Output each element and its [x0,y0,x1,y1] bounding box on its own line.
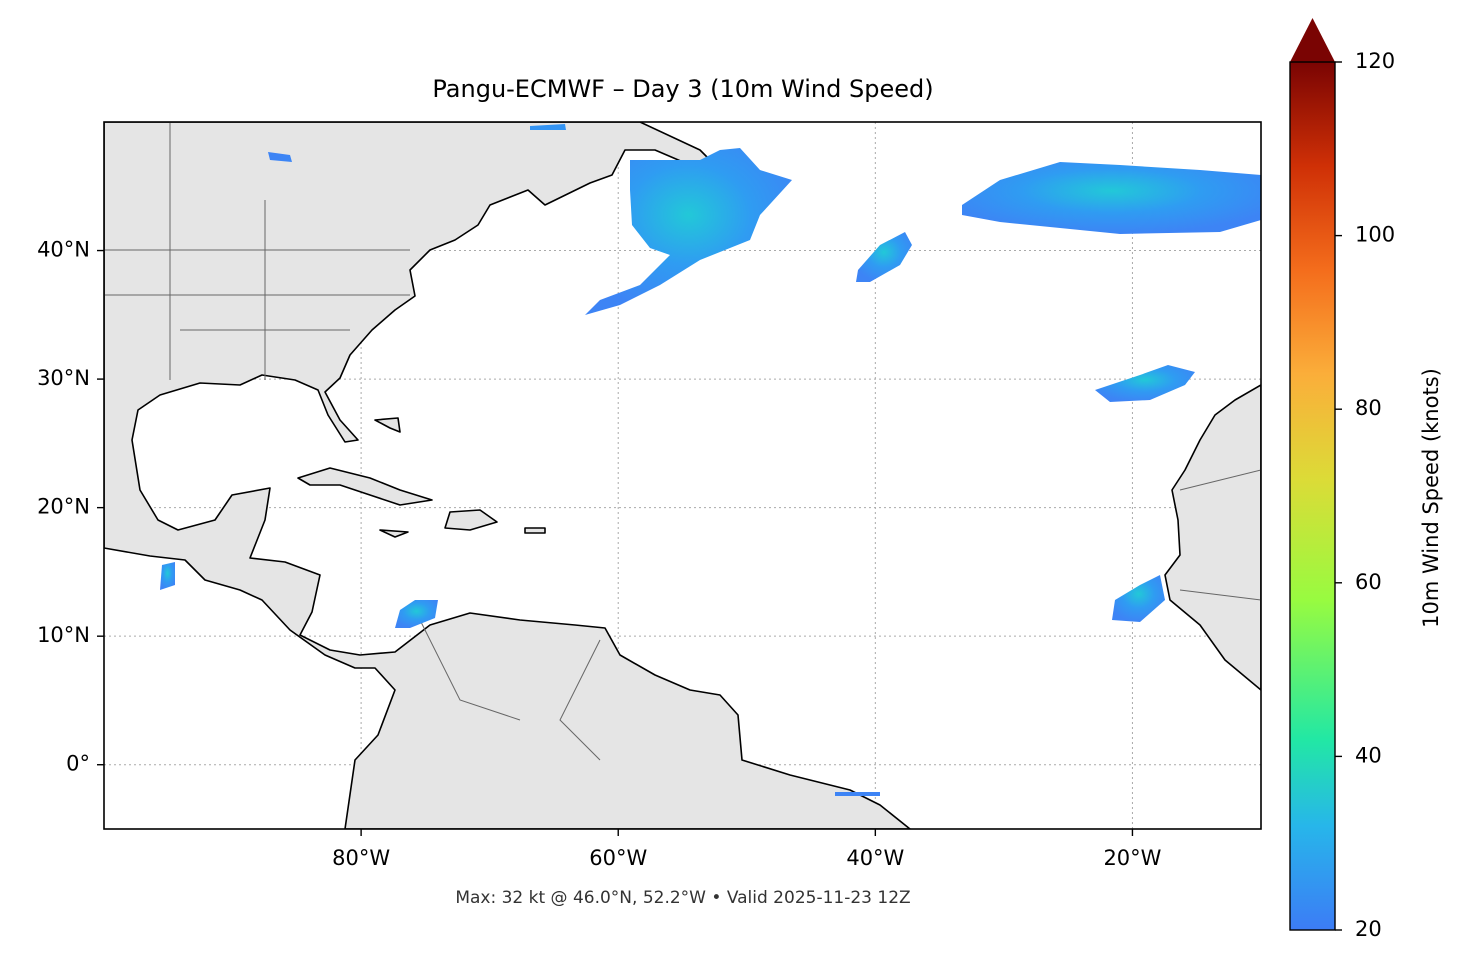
wind-area [1112,575,1165,622]
x-tick-label: 60°W [589,846,647,870]
land-layer [104,122,1261,829]
map-title: Pangu-ECMWF – Day 3 (10m Wind Speed) [432,75,933,103]
wind-field [160,124,1261,796]
wind-area [1095,365,1195,402]
y-tick-label: 30°N [37,366,90,390]
x-tick-label: 20°W [1103,846,1161,870]
wind-area [962,162,1261,234]
bahamas [374,417,401,433]
colorbar-tick-label: 40 [1355,743,1382,767]
colorbar-tick-label: 20 [1355,917,1382,941]
colorbar-label: 10m Wind Speed (knots) [1419,368,1443,628]
colorbar-frame [1289,61,1336,931]
colorbar-tick-label: 120 [1355,49,1395,73]
map-frame [103,121,1262,830]
y-tick-label: 0° [66,752,90,776]
y-tick-label: 10°N [37,623,90,647]
x-tick-label: 80°W [332,846,390,870]
footnote: Max: 32 kt @ 46.0°N, 52.2°W • Valid 2025… [455,888,910,908]
americas [104,122,911,829]
y-tick-label: 40°N [37,238,90,262]
colorbar-tick-label: 60 [1355,570,1382,594]
borders [104,122,1261,761]
colorbar-tick-label: 100 [1355,223,1395,247]
wind-area [856,232,912,282]
hispaniola [444,509,498,531]
puerto-rico [524,527,546,534]
africa [1164,384,1261,691]
colorbar [1290,62,1335,930]
x-tick-label: 40°W [846,846,904,870]
jamaica [379,529,409,538]
colorbar-tick-label: 80 [1355,396,1382,420]
cuba [297,467,433,506]
wind-area [585,148,792,315]
colorbar-extension [1290,18,1335,62]
wind-area [395,600,438,628]
wind-area [160,562,175,590]
y-tick-label: 20°N [37,495,90,519]
